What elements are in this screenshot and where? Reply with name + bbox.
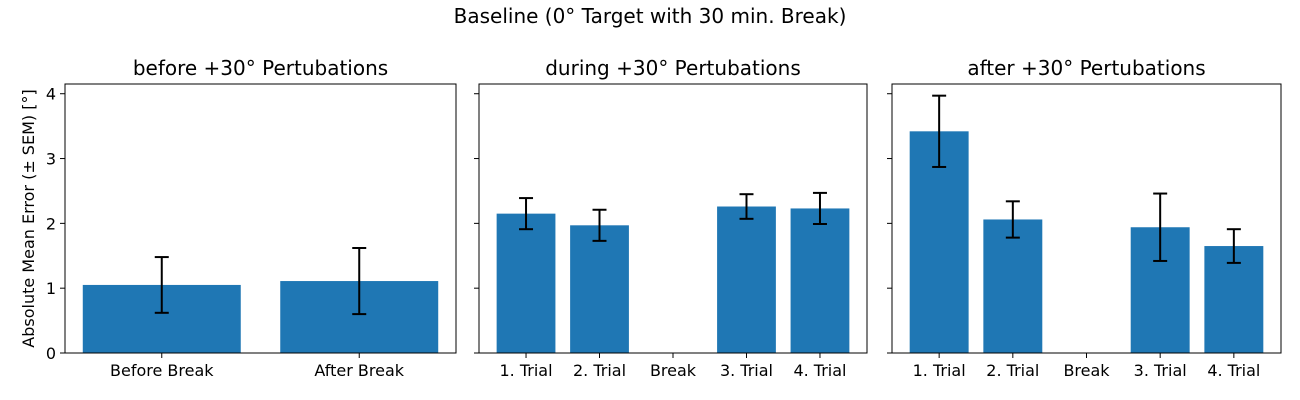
figure-title: Baseline (0° Target with 30 min. Break) [454, 4, 847, 28]
bar [790, 208, 850, 353]
y-tick-label: 2 [46, 214, 56, 233]
panel-title: before +30° Pertubations [133, 56, 388, 80]
panel-before: before +30° Pertubations 0 1 2 3 4 Before Brea… [19, 56, 457, 380]
x-tick-label: 1. Trial [913, 361, 966, 380]
x-tick-label: 2. Trial [573, 361, 626, 380]
y-tick-label: 4 [46, 85, 56, 104]
bar [909, 131, 969, 353]
panel-after: after +30° Pertubations 1. Trial 2. Trial B… [887, 56, 1282, 380]
x-tick-label: 3. Trial [720, 361, 773, 380]
x-tick-label: 4. Trial [793, 361, 846, 380]
panel-during: during +30° Pertubations 1. Trial 2. Trial… [474, 56, 868, 380]
x-tick-label: Before Break [110, 361, 214, 380]
bar [570, 225, 629, 353]
y-tick-label: 1 [46, 279, 56, 298]
x-tick-label: 2. Trial [986, 361, 1039, 380]
bar [717, 206, 776, 353]
y-tick-label: 0 [46, 344, 56, 363]
x-tick-label: Break [1063, 361, 1110, 380]
y-tick-label: 3 [46, 150, 56, 169]
y-axis-label: Absolute Mean Error (± SEM) [°] [19, 89, 38, 347]
axes-frame [64, 83, 457, 354]
panel-title: after +30° Pertubations [967, 56, 1205, 80]
bar [983, 219, 1043, 353]
x-tick-label: 3. Trial [1134, 361, 1187, 380]
bar [496, 213, 556, 353]
x-tick-label: After Break [314, 361, 404, 380]
panel-title: during +30° Pertubations [545, 56, 801, 80]
x-tick-label: 1. Trial [500, 361, 553, 380]
x-tick-label: 4. Trial [1207, 361, 1260, 380]
x-tick-label: Break [650, 361, 697, 380]
